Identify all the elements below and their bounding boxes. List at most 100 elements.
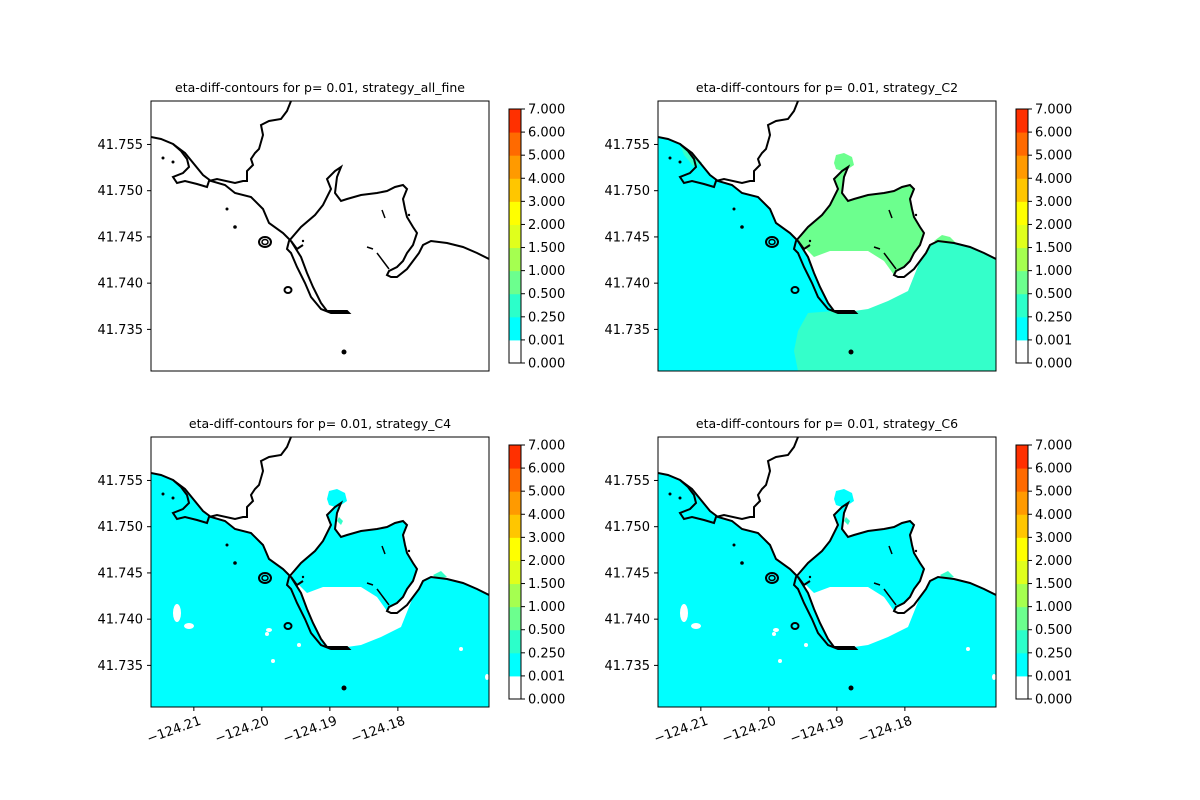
colorbar-segment: [1016, 606, 1028, 631]
colorbar-tick-label: 0.000: [1035, 357, 1072, 372]
contour-fill-patch: [844, 517, 850, 525]
colorbar-segment: [509, 675, 521, 700]
colorbar-tick-label: 1.000: [528, 264, 565, 279]
y-tick-label: 41.740: [605, 277, 651, 292]
colorbar-tick-label: 2.000: [528, 554, 565, 569]
colorbar-segment: [509, 316, 521, 341]
colorbar-tick-label: 0.500: [528, 287, 565, 302]
colorbar-segment: [509, 247, 521, 272]
colorbar-tick-label: 0.250: [1035, 646, 1072, 661]
colorbar-segment: [1016, 514, 1028, 538]
y-tick-label: 41.735: [605, 659, 651, 674]
colorbar-tick-label: 0.250: [528, 646, 565, 661]
y-tick-label: 41.745: [605, 230, 651, 245]
colorbar-tick-label: 1.000: [528, 600, 565, 615]
contour-gap: [184, 623, 194, 629]
contour-gap: [804, 643, 808, 647]
colorbar-segment: [509, 224, 521, 249]
colorbar: 0.000 0.001 0.250 0.500 1.000 1.500 2.000 3.000…: [508, 103, 565, 372]
colorbar-tick-label: 7.000: [528, 439, 565, 454]
colorbar-segment: [509, 201, 521, 225]
colorbar-segment: [509, 514, 521, 538]
colorbar-segment: [509, 583, 521, 608]
subplot: eta-diff-contours for p= 0.01, strategy_…: [605, 416, 1073, 747]
map-area: [658, 437, 996, 707]
colorbar-segment: [509, 339, 521, 364]
colorbar-segment: [1016, 224, 1028, 249]
colorbar-tick-label: 5.000: [528, 149, 565, 164]
panels: eta-diff-contours for p= 0.01, strategy_…: [98, 80, 1073, 747]
colorbar-tick-label: 1.500: [528, 241, 565, 256]
contour-gap: [266, 628, 272, 632]
colorbar-tick-label: 4.000: [528, 508, 565, 523]
x-tick-label: −124.19: [788, 714, 846, 747]
colorbar-segment: [509, 629, 521, 654]
y-tick-label: 41.755: [605, 474, 651, 489]
map-area: [151, 437, 489, 707]
colorbar-tick-label: 0.500: [1035, 287, 1072, 302]
colorbar-segment: [1016, 652, 1028, 677]
colorbar-segment: [509, 155, 521, 179]
colorbar-segment: [509, 293, 521, 318]
subplot: eta-diff-contours for p= 0.01, strategy_…: [605, 80, 1072, 372]
contour-gap: [173, 604, 181, 622]
colorbar-segment: [1016, 583, 1028, 608]
colorbar-segment: [1016, 293, 1028, 318]
y-tick-label: 41.745: [98, 230, 144, 245]
colorbar-segment: [509, 132, 521, 156]
colorbar-tick-label: 7.000: [1035, 103, 1072, 118]
colorbar-tick-label: 4.000: [528, 172, 565, 187]
contour-gap: [772, 632, 776, 636]
colorbar-tick-label: 1.500: [528, 577, 565, 592]
colorbar-tick-label: 0.500: [528, 623, 565, 638]
colorbar-segment: [509, 560, 521, 585]
colorbar-tick-label: 5.000: [528, 485, 565, 500]
colorbar-tick-label: 1.000: [1035, 600, 1072, 615]
subplot: eta-diff-contours for p= 0.01, strategy_…: [98, 416, 566, 747]
colorbar: 0.000 0.001 0.250 0.500 1.000 1.500 2.000 3.000…: [1015, 439, 1072, 708]
colorbar-tick-label: 3.000: [528, 195, 565, 210]
colorbar-segment: [1016, 468, 1028, 492]
subplot-title: eta-diff-contours for p= 0.01, strategy_…: [696, 416, 958, 431]
colorbar-tick-label: 0.000: [528, 693, 565, 708]
colorbar-tick-label: 1.500: [1035, 577, 1072, 592]
contour-gap: [459, 647, 463, 651]
colorbar: 0.000 0.001 0.250 0.500 1.000 1.500 2.000 3.000…: [508, 439, 565, 708]
y-tick-label: 41.750: [98, 520, 144, 535]
y-tick-label: 41.745: [605, 566, 651, 581]
contour-gap: [271, 659, 275, 663]
colorbar-tick-label: 0.001: [528, 333, 565, 348]
colorbar-tick-label: 2.000: [1035, 218, 1072, 233]
map-area: [658, 101, 996, 371]
colorbar-tick-label: 0.001: [1035, 669, 1072, 684]
axes-frame: [657, 436, 997, 708]
contour-gap: [680, 604, 688, 622]
colorbar-segment: [509, 109, 521, 133]
axes-frame: [150, 100, 490, 372]
axes-frame: [657, 100, 997, 372]
colorbar-segment: [1016, 339, 1028, 364]
x-tick-label: −124.20: [720, 714, 778, 747]
colorbar-tick-label: 7.000: [528, 103, 565, 118]
subplot-title: eta-diff-contours for p= 0.01, strategy_…: [696, 80, 958, 95]
colorbar-segment: [509, 537, 521, 561]
x-tick-label: −124.18: [349, 714, 407, 747]
colorbar-tick-label: 3.000: [1035, 195, 1072, 210]
colorbar-segment: [509, 468, 521, 492]
y-tick-label: 41.750: [98, 184, 144, 199]
y-tick-label: 41.740: [98, 277, 144, 292]
colorbar-tick-label: 0.001: [1035, 333, 1072, 348]
colorbar-frame: [508, 444, 522, 700]
colorbar-frame: [1015, 108, 1029, 364]
colorbar-segment: [1016, 270, 1028, 295]
colorbar-segment: [1016, 445, 1028, 469]
contour-gap: [992, 674, 996, 680]
colorbar-tick-label: 6.000: [528, 462, 565, 477]
colorbar-tick-label: 0.000: [1035, 693, 1072, 708]
y-tick-label: 41.740: [98, 613, 144, 628]
colorbar-tick-label: 0.001: [528, 669, 565, 684]
colorbar-tick-label: 5.000: [1035, 485, 1072, 500]
contour-fill-0.001-0.25: [658, 473, 996, 707]
contour-gap: [297, 643, 301, 647]
